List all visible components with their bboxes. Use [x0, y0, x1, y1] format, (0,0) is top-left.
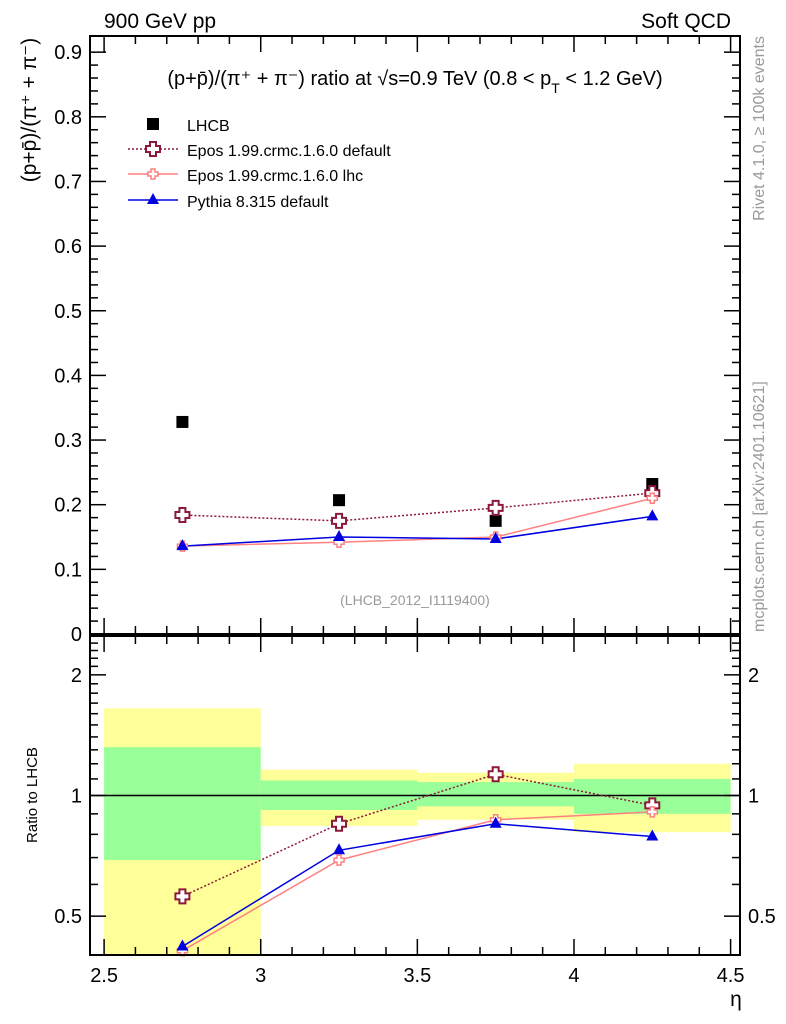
ratio-y-tick-label-right: 2 [748, 665, 759, 687]
series-line-1 [182, 492, 653, 522]
y-tick-label: 0.7 [54, 171, 82, 193]
main-y-axis-label: (p+p̄)/(π⁺ + π⁻) [18, 38, 41, 183]
ratio-point-0 [174, 888, 191, 905]
ratio-y-tick-label-right: 1 [748, 786, 759, 808]
ratio-y-tick-label: 2 [71, 665, 82, 687]
data-point-0 [489, 514, 502, 527]
legend: LHCB Epos 1.99.crmc.1.6.0 default Epos 1… [128, 118, 391, 211]
header-left: 900 GeV pp [104, 10, 216, 33]
ratio-line-2 [182, 823, 653, 948]
analysis-id-watermark: (LHCB_2012_I1119400) [340, 592, 490, 608]
ratio-y-axis-label: Ratio to LHCB [24, 747, 41, 843]
series-line-3 [182, 515, 653, 547]
legend-label-lhcb: LHCB [187, 118, 230, 135]
x-tick-label: 3.5 [403, 965, 431, 987]
y-tick-label: 0.9 [54, 42, 82, 64]
series-line-2 [182, 497, 653, 547]
main-plot-frame [89, 35, 741, 635]
y-tick-label: 0 [71, 624, 82, 646]
ratio-y-tick-label: 1 [71, 786, 82, 808]
header-right: Soft QCD [641, 10, 731, 33]
y-tick-label: 0.4 [54, 365, 82, 387]
ratio-point-0 [487, 766, 504, 783]
ratio-y-tick-label: 0.5 [54, 906, 82, 928]
data-point-1 [174, 507, 191, 524]
ratio-point-2 [176, 939, 189, 951]
y-tick-label: 0.5 [54, 301, 82, 323]
legend-label-pythia: Pythia 8.315 default [187, 194, 329, 211]
x-tick-label: 4 [568, 965, 579, 987]
uncertainty-band-inner [417, 782, 574, 807]
legend-marker-1 [145, 141, 161, 157]
ratio-line-1 [182, 811, 653, 952]
legend-marker-2 [147, 168, 159, 180]
data-point-3 [176, 539, 189, 551]
mcplots-reference-text: mcplots.cern.ch [arXiv:2401.10621] [751, 381, 768, 632]
data-point-1 [331, 512, 348, 529]
ratio-point-2 [333, 843, 346, 855]
ratio-point-0 [331, 815, 348, 832]
x-tick-label: 4.5 [717, 965, 745, 987]
x-tick-label: 3 [255, 965, 266, 987]
data-point-0 [176, 415, 189, 428]
ratio-point-2 [646, 829, 659, 841]
uncertainty-band-inner [104, 747, 261, 861]
y-tick-label: 0.6 [54, 236, 82, 258]
ratio-point-1 [333, 854, 345, 866]
legend-label-epos-lhc: Epos 1.99.crmc.1.6.0 lhc [187, 168, 363, 185]
x-tick-label: 2.5 [90, 965, 118, 987]
ratio-point-2 [489, 816, 502, 828]
ratio-y-tick-label-right: 0.5 [748, 906, 776, 928]
data-point-3 [489, 531, 502, 543]
y-tick-label: 0.3 [54, 430, 82, 452]
legend-marker-3 [147, 193, 159, 204]
data-point-0 [333, 494, 346, 507]
plot-title: (p+p̄)/(π⁺ + π⁻) ratio at √s=0.9 TeV (0.… [167, 68, 662, 96]
y-tick-label: 0.8 [54, 107, 82, 129]
ratio-line-0 [182, 773, 653, 898]
y-tick-label: 0.1 [54, 559, 82, 581]
y-tick-label: 0.2 [54, 495, 82, 517]
data-point-3 [646, 509, 659, 521]
legend-label-epos-default: Epos 1.99.crmc.1.6.0 default [187, 143, 391, 160]
data-point-1 [487, 499, 504, 516]
x-axis-label: η [730, 988, 742, 1011]
rivet-version-text: Rivet 4.1.0, ≥ 100k events [751, 36, 768, 221]
data-point-2 [646, 492, 659, 504]
ratio-point-1 [646, 806, 659, 818]
data-point-3 [333, 530, 346, 542]
legend-marker-0 [147, 118, 159, 130]
